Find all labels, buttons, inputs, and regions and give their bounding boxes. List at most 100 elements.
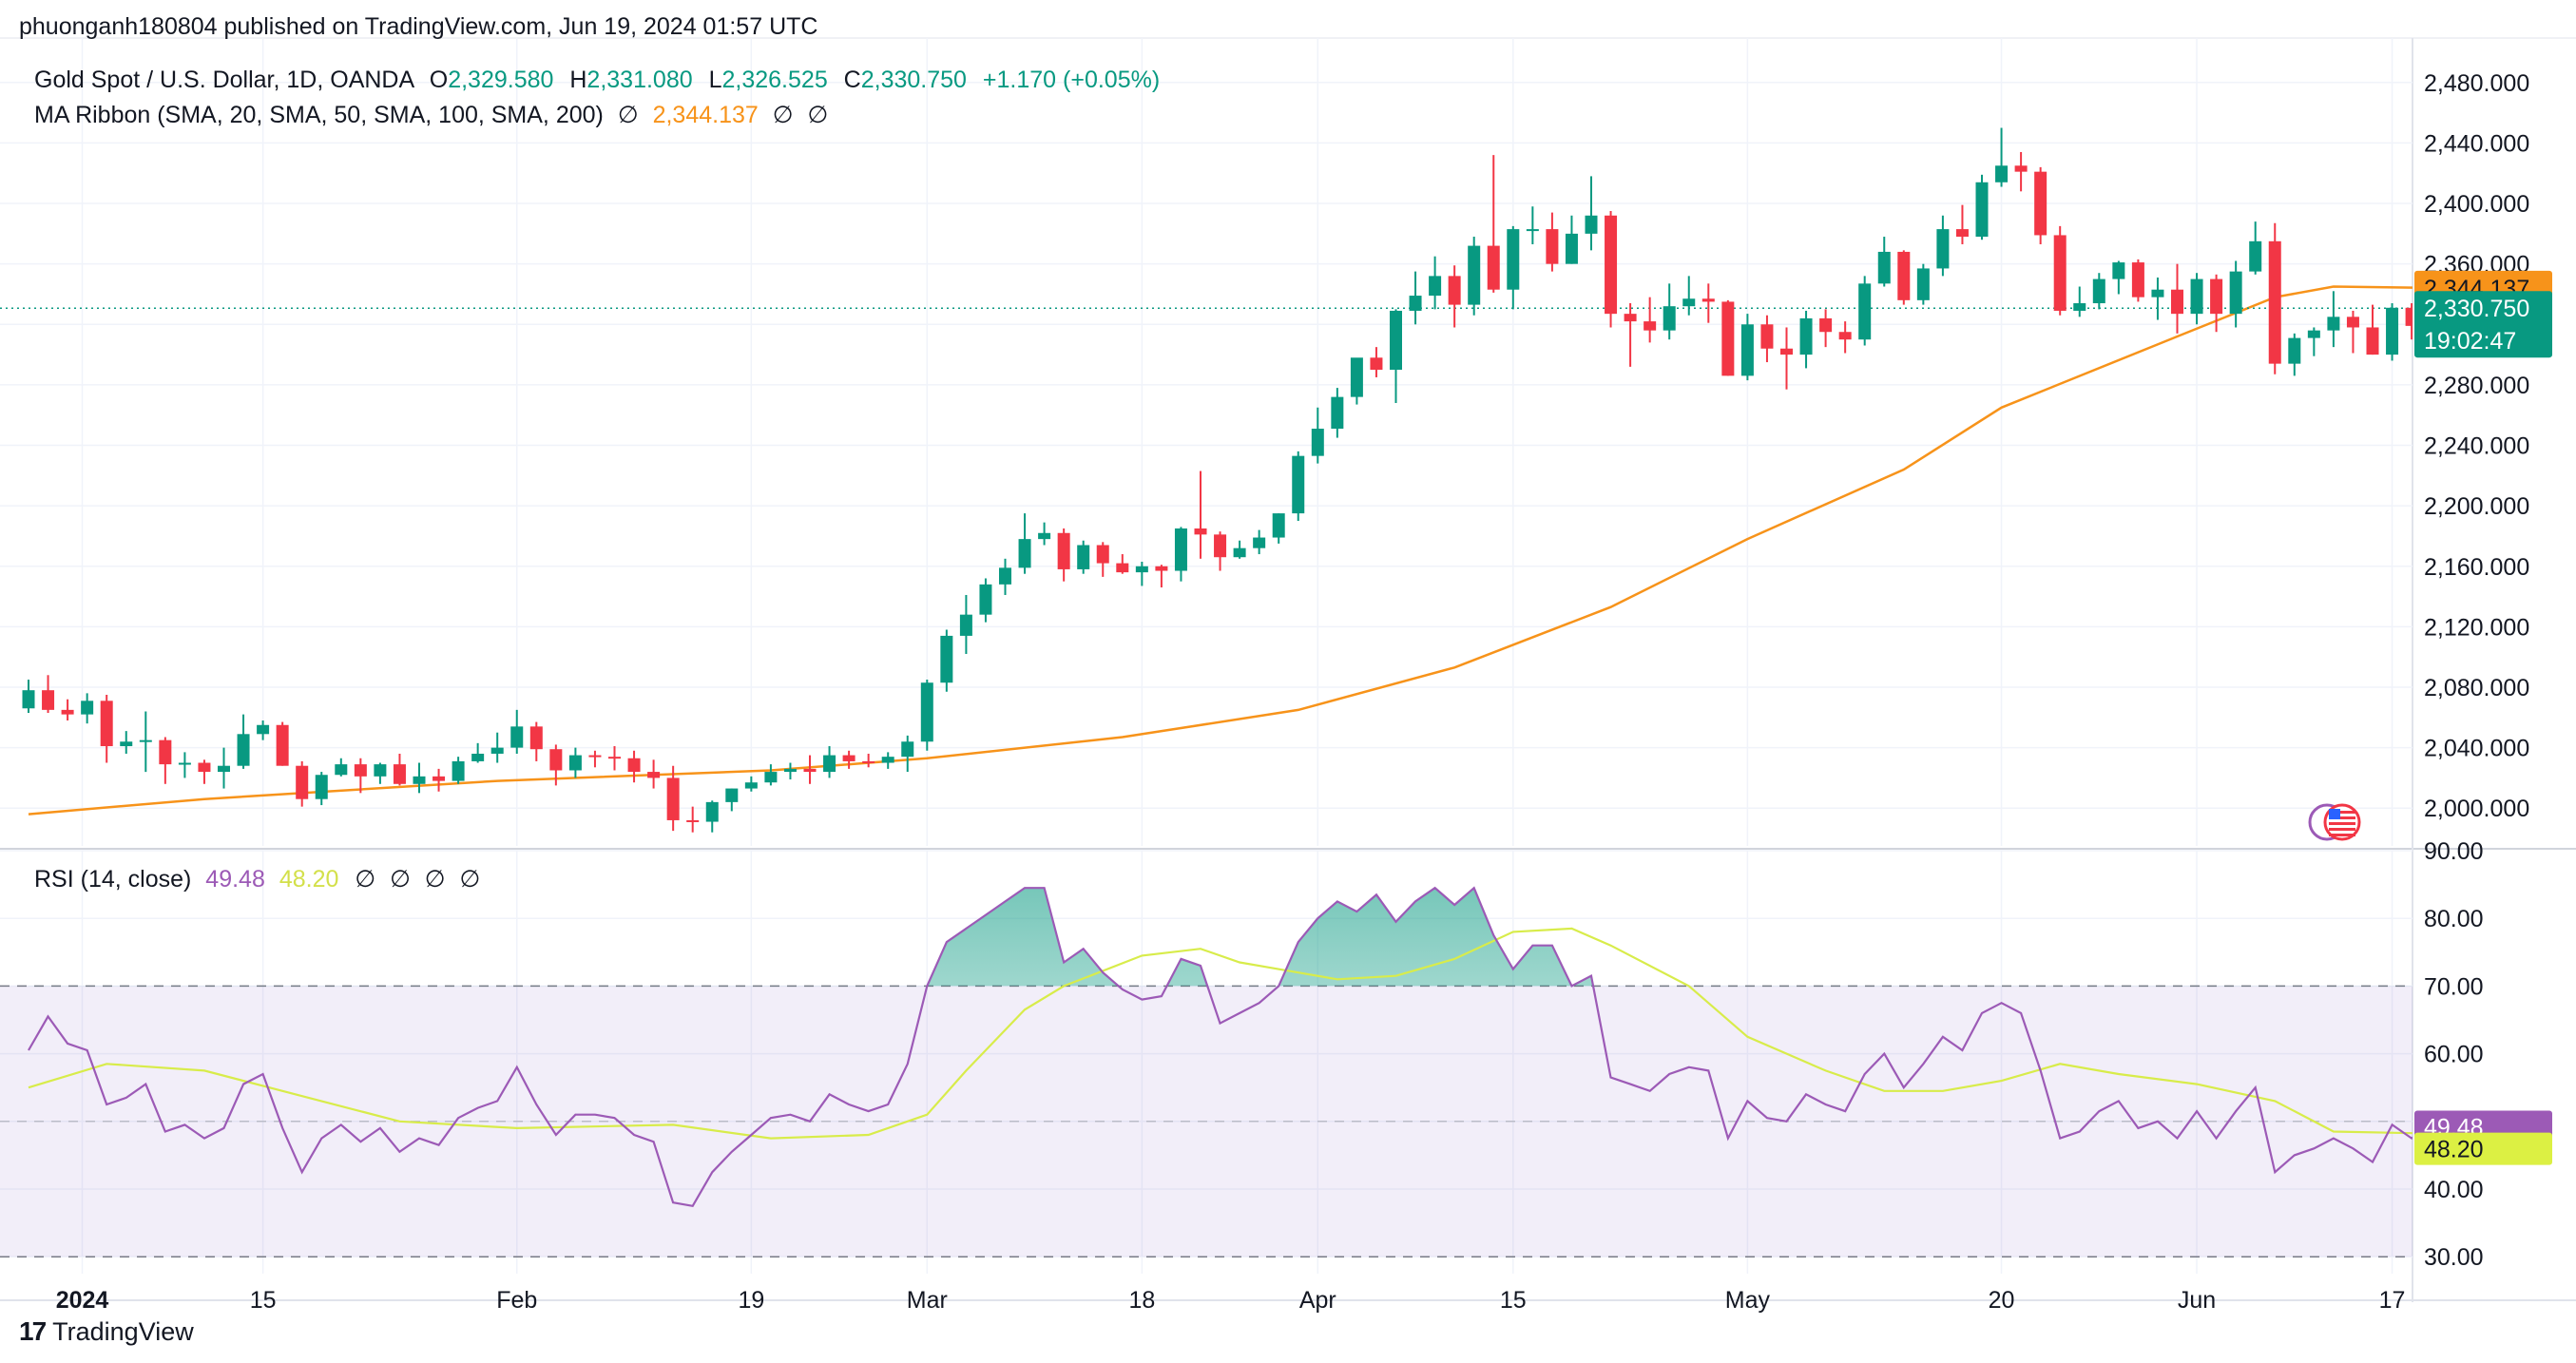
candle-body xyxy=(257,724,270,735)
candle-body xyxy=(1116,563,1129,573)
ohlc-high: 2,331.080 xyxy=(586,67,693,93)
candle-body xyxy=(803,768,817,773)
candle-body xyxy=(1311,429,1324,456)
us-flag-stripe xyxy=(2329,811,2355,814)
candle-body xyxy=(529,726,543,750)
rsi-ma-badge-bg xyxy=(2414,1132,2552,1165)
tradingview-brand[interactable]: 17 TradingView xyxy=(19,1316,194,1347)
candle-body xyxy=(100,701,113,747)
candle-body xyxy=(1194,528,1207,535)
candle-body xyxy=(2346,317,2359,328)
candle-body xyxy=(2307,330,2320,338)
candle-body xyxy=(120,741,133,747)
candle-body xyxy=(1468,245,1481,305)
candle-body xyxy=(1155,566,1168,571)
candle-body xyxy=(2151,289,2164,298)
candle-body xyxy=(862,760,875,763)
rsi-tick-label: 70.00 xyxy=(2424,973,2484,1000)
candle-body xyxy=(2229,271,2242,315)
us-flag-stripe xyxy=(2329,822,2355,825)
rsi-tick-label: 40.00 xyxy=(2424,1177,2484,1203)
candle-body xyxy=(1409,296,1422,311)
candle-body xyxy=(22,690,35,709)
candle-body xyxy=(979,584,992,615)
last-price-badge: 2,330.750 19:02:47 xyxy=(2414,291,2552,358)
candle-body xyxy=(1644,321,1657,331)
time-tick-label: 15 xyxy=(250,1287,277,1314)
candle-body xyxy=(1096,545,1109,564)
candle-body xyxy=(901,741,914,758)
rsi-legend[interactable]: RSI (14, close) 49.48 48.20 ∅ ∅ ∅ ∅ xyxy=(34,865,482,893)
rsi-na-4: ∅ xyxy=(459,866,483,893)
rsi-tick-label: 30.00 xyxy=(2424,1244,2484,1271)
candle-body xyxy=(999,567,1011,585)
last-price-text: 2,330.750 xyxy=(2424,296,2529,322)
ma-na-1: ∅ xyxy=(617,102,641,128)
rsi-tick-label: 60.00 xyxy=(2424,1042,2484,1068)
symbol-legend[interactable]: Gold Spot / U.S. Dollar, 1D, OANDA O2,32… xyxy=(34,67,1160,94)
candles-layer xyxy=(22,127,2413,833)
candle-body xyxy=(627,758,641,773)
candle-body xyxy=(1272,513,1285,538)
candle-body xyxy=(2053,235,2067,311)
candle-body xyxy=(374,764,387,777)
countdown-text: 19:02:47 xyxy=(2424,328,2516,355)
candle-body xyxy=(1018,539,1031,568)
ma-value: 2,344.137 xyxy=(652,102,759,128)
flag-icon-layer[interactable] xyxy=(2308,803,2361,841)
candle-body xyxy=(139,739,152,742)
candle-body xyxy=(1526,229,1539,232)
candle-body xyxy=(393,764,406,784)
time-tick-label: Mar xyxy=(907,1287,948,1314)
candle-body xyxy=(1877,251,1891,284)
candle-body xyxy=(2112,262,2125,279)
axes-layer: 2,480.0002,440.0002,400.0002,360.0002,32… xyxy=(56,70,2552,1314)
time-tick-label: Feb xyxy=(496,1287,537,1314)
rsi-na-2: ∅ xyxy=(390,866,413,893)
time-tick-label: 18 xyxy=(1128,1287,1155,1314)
candle-body xyxy=(2405,307,2413,326)
ohlc-close: 2,330.750 xyxy=(860,67,967,93)
ohlc-open: 2,329.580 xyxy=(448,67,554,93)
price-tick-label: 2,080.000 xyxy=(2424,675,2529,701)
ma-legend[interactable]: MA Ribbon (SMA, 20, SMA, 50, SMA, 100, S… xyxy=(34,101,830,129)
price-tick-label: 2,400.000 xyxy=(2424,191,2529,218)
candle-body xyxy=(1487,245,1500,290)
candle-body xyxy=(1174,528,1187,571)
candle-body xyxy=(764,772,778,783)
candle-body xyxy=(1897,251,1911,300)
price-tick-label: 2,240.000 xyxy=(2424,433,2529,460)
candle-body xyxy=(2288,337,2301,364)
candle-body xyxy=(413,776,426,784)
candle-body xyxy=(2034,171,2047,236)
candle-body xyxy=(1370,357,1383,370)
candle-body xyxy=(1253,537,1266,548)
candle-body xyxy=(881,757,894,763)
rsi-ma-value: 48.20 xyxy=(279,866,339,893)
candle-body xyxy=(1838,332,1852,340)
candle-body xyxy=(1331,396,1344,430)
ma-ribbon-line xyxy=(28,285,2413,816)
candle-body xyxy=(276,724,289,766)
candle-body xyxy=(2190,278,2203,315)
price-tick-label: 2,280.000 xyxy=(2424,373,2529,399)
candle-body xyxy=(1624,314,1637,322)
price-tick-label: 2,120.000 xyxy=(2424,614,2529,641)
price-tick-label: 2,000.000 xyxy=(2424,796,2529,822)
candle-body xyxy=(940,635,953,683)
candle-body xyxy=(433,776,446,781)
candle-body xyxy=(1799,317,1813,355)
candle-body xyxy=(1760,324,1774,349)
candle-body xyxy=(2014,165,2028,172)
candle-body xyxy=(1995,165,2009,182)
time-tick-label: 15 xyxy=(1500,1287,1527,1314)
tradingview-logo-icon: 17 xyxy=(19,1316,47,1346)
candle-body xyxy=(315,775,328,799)
candle-body xyxy=(1448,276,1461,305)
candle-body xyxy=(568,755,582,771)
candle-body xyxy=(1038,532,1051,540)
candle-body xyxy=(2073,303,2086,311)
ma-na-2: ∅ xyxy=(772,102,796,128)
price-tick-label: 2,440.000 xyxy=(2424,130,2529,157)
